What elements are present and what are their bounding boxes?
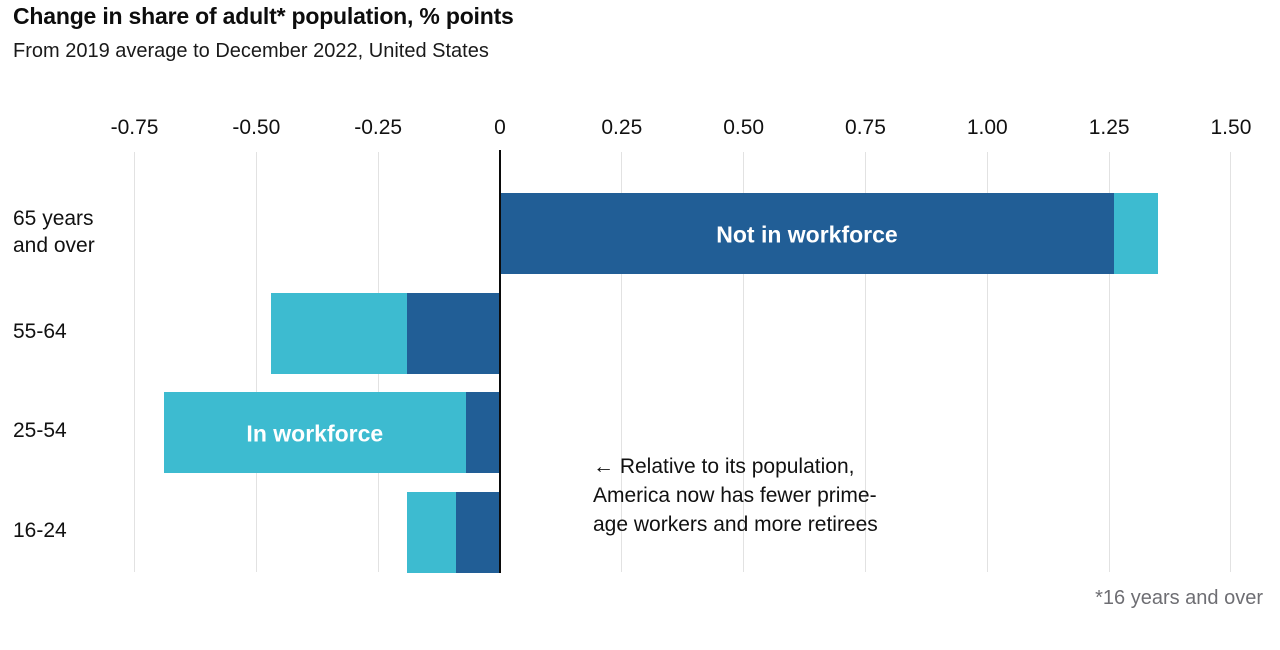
- bar-segment-in-workforce: [270, 292, 408, 374]
- category-label-line: 65 years: [13, 206, 94, 230]
- zero-axis-line: [499, 150, 501, 573]
- x-axis-tick-label: -0.25: [354, 116, 403, 139]
- x-axis-tick-label: -0.75: [110, 116, 159, 139]
- bar-segment-not-in-workforce: [500, 193, 1114, 274]
- x-axis-tick-label: 0.75: [845, 116, 886, 139]
- annotation-line-2: America now has fewer prime-: [593, 484, 877, 507]
- gridline: [1230, 152, 1232, 572]
- x-axis-tick-label: 0.25: [601, 116, 643, 139]
- gridline: [1108, 152, 1110, 572]
- annotation: ← Relative to its population, America no…: [593, 452, 878, 539]
- annotation-line-3: age workers and more retirees: [593, 513, 878, 536]
- annotation-line-1: ← Relative to its population,: [593, 455, 855, 478]
- category-label: 65 years and over: [13, 205, 95, 259]
- gridline: [743, 152, 745, 572]
- chart-subtitle: From 2019 average to December 2022, Unit…: [13, 40, 489, 62]
- x-axis-tick-label: 0.50: [723, 116, 765, 139]
- bar-segment-not-in-workforce: [407, 292, 500, 374]
- category-label-line: 25-54: [13, 419, 67, 443]
- bar-segment-in-workforce: [163, 392, 466, 474]
- x-axis-tick-label: -0.50: [232, 116, 281, 139]
- category-label: 55-64: [13, 318, 67, 345]
- category-label-line: and over: [13, 233, 95, 257]
- bar-segment-not-in-workforce: [465, 392, 500, 474]
- gridline: [864, 152, 866, 572]
- x-axis-tick-label: 1.50: [1210, 116, 1252, 139]
- category-label: 25-54: [13, 417, 67, 444]
- category-label: 16-24: [13, 517, 67, 544]
- gridline: [255, 152, 257, 572]
- x-axis-tick-label: 1.00: [966, 116, 1008, 139]
- footnote: *16 years and over: [1095, 587, 1263, 609]
- bar-segment-in-workforce: [407, 491, 457, 573]
- x-axis-tick-label: 0: [494, 116, 506, 139]
- series-label-not-in-workforce: Not in workforce: [716, 221, 898, 247]
- bar-segment-not-in-workforce: [456, 491, 500, 573]
- series-label-in-workforce: In workforce: [246, 420, 384, 447]
- chart-title: Change in share of adult* population, % …: [13, 3, 514, 29]
- category-label-line: 16-24: [13, 518, 67, 542]
- gridline: [134, 152, 136, 572]
- gridline: [621, 152, 623, 572]
- category-label-line: 55-64: [13, 319, 67, 343]
- gridline: [986, 152, 988, 572]
- x-axis-tick-label: 1.25: [1088, 116, 1130, 139]
- bar-segment-in-workforce: [1113, 193, 1158, 274]
